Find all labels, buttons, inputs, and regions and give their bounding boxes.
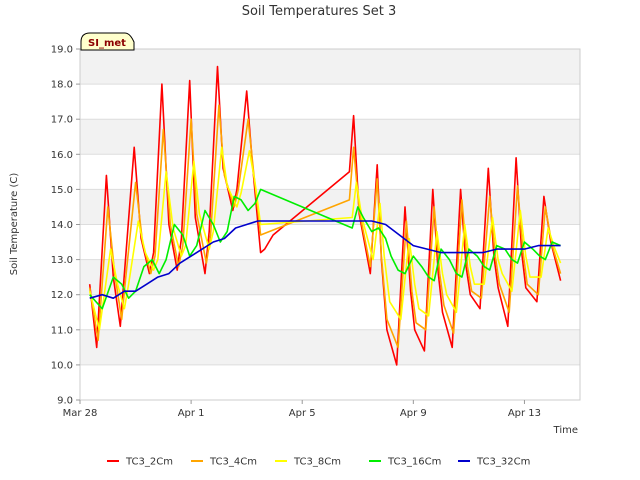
plot-band bbox=[80, 364, 580, 400]
x-axis-label: Time bbox=[553, 425, 578, 436]
y-tick-label: 12.0 bbox=[51, 290, 73, 301]
legend-label: TC3_8Cm bbox=[293, 457, 341, 468]
series-line-tc3-16cm bbox=[89, 188, 561, 310]
y-tick-label: 15.0 bbox=[51, 185, 73, 196]
plot-band bbox=[80, 119, 580, 155]
x-tick-label: Apr 1 bbox=[178, 408, 205, 419]
plot-band bbox=[80, 294, 580, 330]
y-tick-label: 9.0 bbox=[57, 396, 73, 407]
plot-band bbox=[80, 84, 580, 120]
series-line-tc3-32cm bbox=[89, 220, 561, 300]
x-tick-label: Apr 5 bbox=[289, 408, 316, 419]
plot-band bbox=[80, 49, 580, 85]
y-tick-label: 10.0 bbox=[51, 360, 73, 371]
series-lines bbox=[88, 65, 562, 366]
y-tick-label: 14.0 bbox=[51, 220, 73, 231]
chart-title: Soil Temperatures Set 3 bbox=[242, 4, 397, 19]
y-tick-label: 17.0 bbox=[51, 115, 73, 126]
series-line-tc3-8cm bbox=[88, 146, 562, 331]
y-tick-label: 13.0 bbox=[51, 255, 73, 266]
y-tick-label: 16.0 bbox=[51, 150, 73, 161]
legend-label: TC3_16Cm bbox=[387, 457, 441, 468]
site-badge-shape bbox=[80, 32, 135, 51]
x-tick-label: Apr 9 bbox=[400, 408, 427, 419]
plot-band bbox=[80, 154, 580, 190]
x-tick-label: Mar 28 bbox=[63, 408, 98, 419]
site-badge: SI_met bbox=[80, 32, 135, 51]
x-tick-label: Apr 13 bbox=[508, 408, 541, 419]
y-tick-label: 19.0 bbox=[51, 45, 73, 56]
y-axis-label: Soil Temperature (C) bbox=[9, 173, 20, 276]
legend: TC3_2Cm TC3_4Cm TC3_8Cm TC3_16Cm TC3_32Cm bbox=[107, 457, 530, 468]
plot-band bbox=[80, 329, 580, 365]
y-axis: 9.0 10.0 11.0 12.0 13.0 14.0 15.0 16.0 17.0 18.0 1… bbox=[51, 45, 80, 407]
site-badge-label: SI_met bbox=[88, 38, 126, 49]
y-tick-label: 11.0 bbox=[51, 325, 73, 336]
legend-label: TC3_4Cm bbox=[209, 457, 257, 468]
legend-label: TC3_32Cm bbox=[476, 457, 530, 468]
series-line-tc3-4cm bbox=[88, 104, 562, 349]
y-tick-label: 18.0 bbox=[51, 80, 73, 91]
legend-label: TC3_2Cm bbox=[125, 457, 173, 468]
x-axis: Mar 28 Apr 1 Apr 5 Apr 9 Apr 13 bbox=[63, 400, 541, 419]
